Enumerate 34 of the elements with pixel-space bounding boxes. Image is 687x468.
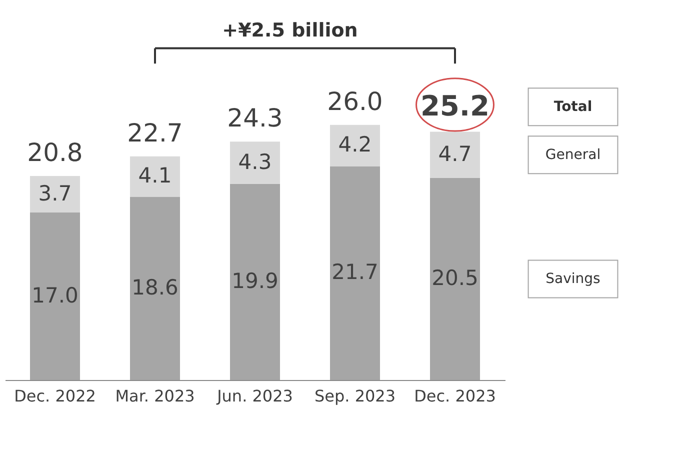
total-label: 24.3 xyxy=(227,104,283,133)
total-label: 25.2 xyxy=(420,90,490,123)
total-label: 26.0 xyxy=(327,86,383,116)
bar xyxy=(330,124,380,166)
data-label: 4.3 xyxy=(238,150,272,174)
text: General xyxy=(545,146,601,163)
data-label: 4.7 xyxy=(438,142,472,166)
data-label: 3.7 xyxy=(38,181,72,206)
data-label: 19.9 xyxy=(232,268,278,293)
total-label: 20.8 xyxy=(27,138,83,168)
text: Total xyxy=(554,98,592,115)
bar xyxy=(130,156,180,197)
bar xyxy=(30,212,80,380)
text: Savings xyxy=(546,271,600,288)
x-tick-label: Jun. 2023 xyxy=(216,386,293,406)
x-tick-label: Dec. 2023 xyxy=(414,386,496,406)
bar xyxy=(430,178,480,380)
x-tick-label: Sep. 2023 xyxy=(314,386,396,406)
data-label: 17.0 xyxy=(32,283,78,308)
bar xyxy=(30,176,80,213)
bar xyxy=(330,166,380,380)
bar xyxy=(130,196,180,380)
data-label: 21.7 xyxy=(332,260,378,284)
x-tick-label: Mar. 2023 xyxy=(115,386,195,406)
data-label: 4.1 xyxy=(138,164,172,188)
data-label: 4.2 xyxy=(338,132,372,157)
bar xyxy=(430,132,480,178)
bar xyxy=(230,184,280,380)
text: +¥2.5 billion xyxy=(222,19,358,42)
data-label: 20.5 xyxy=(432,266,478,290)
x-tick-label: Dec. 2022 xyxy=(14,386,96,406)
data-label: 18.6 xyxy=(132,275,178,300)
total-label: 22.7 xyxy=(127,118,183,148)
bar xyxy=(230,142,280,184)
